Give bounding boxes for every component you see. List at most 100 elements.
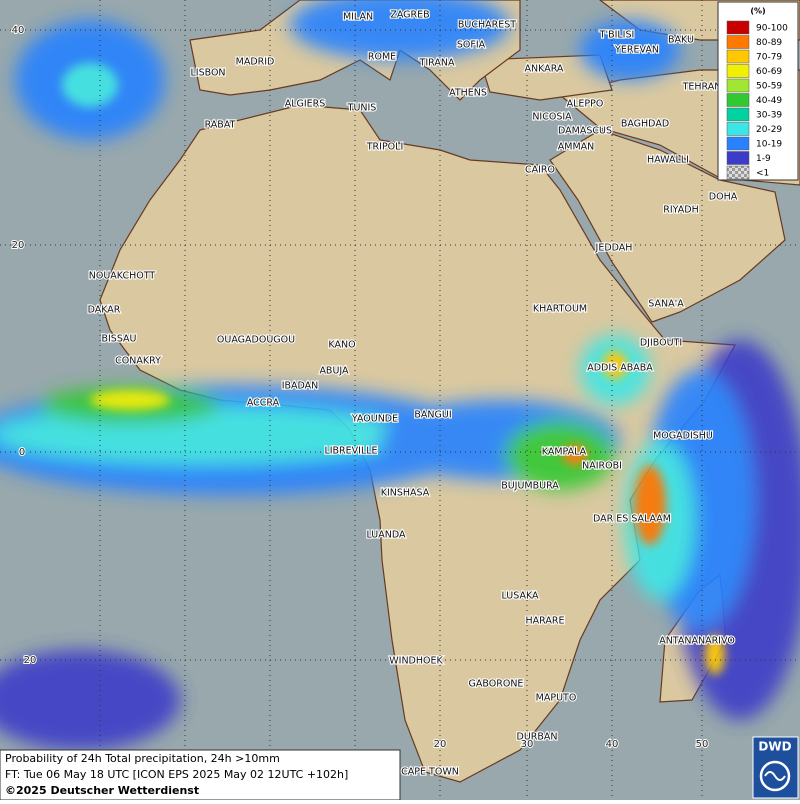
legend-label: 80-89 xyxy=(756,38,782,48)
turkey xyxy=(479,54,613,101)
city-label: BUJUMBURA xyxy=(501,481,559,492)
city-label: SOFIA xyxy=(457,40,486,51)
latitude-label: 0 xyxy=(19,447,25,458)
city-label: TUNIS xyxy=(347,103,377,114)
city-label: JEDDAH xyxy=(595,243,633,254)
legend-unit: (%) xyxy=(750,7,765,16)
city-label: BISSAU xyxy=(101,334,136,345)
legend-swatch xyxy=(726,136,750,151)
footer: Probability of 24h Total precipitation, … xyxy=(0,749,401,801)
city-label: CAPE TOWN xyxy=(401,767,459,778)
city-label: ABUJA xyxy=(319,366,349,377)
city-label: LUANDA xyxy=(366,530,406,541)
legend-swatch xyxy=(726,151,750,165)
legend-swatch xyxy=(726,165,750,180)
city-label: KHARTOUM xyxy=(533,304,587,315)
city-label: DURBAN xyxy=(517,732,558,743)
city-label: ANTANANARIVO xyxy=(659,636,735,647)
city-label: ATHENS xyxy=(449,88,487,99)
city-label: ADDIS ABABA xyxy=(587,363,653,374)
city-label: ZAGREB xyxy=(390,10,429,21)
legend-swatch xyxy=(726,122,750,136)
legend-swatch xyxy=(726,93,750,107)
city-label: LIBREVILLE xyxy=(324,446,377,457)
city-label: HAWALLI xyxy=(647,155,689,166)
city-label: RABAT xyxy=(205,120,236,131)
city-label: DAMASCUS xyxy=(558,126,612,137)
city-label: SANA'A xyxy=(648,299,684,310)
city-label: TRIPOLI xyxy=(366,142,404,153)
city-label: ALEPPO xyxy=(567,99,604,110)
city-label: KINSHASA xyxy=(381,488,430,499)
precipitation xyxy=(0,0,800,750)
legend-label: 30-39 xyxy=(756,111,782,121)
city-label: MAPUTO xyxy=(536,693,577,704)
city-label: KANO xyxy=(328,340,355,351)
labels: MILAN ZAGREB BUCHAREST T'BILISI BAKU MADRID RO… xyxy=(11,8,739,778)
legend-label: 70-79 xyxy=(756,53,782,63)
city-label: BANGUI xyxy=(414,410,451,421)
city-label: LUSAKA xyxy=(501,591,539,602)
legend-swatch xyxy=(726,20,750,35)
longitude-label: 40 xyxy=(606,739,619,750)
city-label: DAR ES SALAAM xyxy=(593,514,671,525)
city-label: TEHRAN xyxy=(682,82,722,93)
legend-swatch xyxy=(726,49,750,64)
legend-swatch xyxy=(726,35,750,49)
logo-icon xyxy=(759,760,791,792)
legend-label: 1-9 xyxy=(756,154,771,164)
legend-label: 50-59 xyxy=(756,82,782,92)
city-label: DOHA xyxy=(709,192,738,203)
city-label: HARARE xyxy=(526,616,565,627)
city-label: MOGADISHU xyxy=(653,431,713,442)
city-label: BUCHAREST xyxy=(458,20,516,31)
city-label: DJIBOUTI xyxy=(640,338,682,349)
city-label: KAMPALA xyxy=(542,447,587,458)
logo-box xyxy=(752,736,799,799)
city-label: CAIRO xyxy=(525,165,555,176)
city-label: ACCRA xyxy=(247,398,280,409)
city-label: ANKARA xyxy=(525,64,564,75)
city-label: MILAN xyxy=(343,12,373,23)
logo-text: DWD xyxy=(758,740,791,754)
logo-wave xyxy=(764,771,786,781)
legend-label: 90-100 xyxy=(756,24,788,34)
city-label: TIRANA xyxy=(419,58,455,69)
legend-label: 20-29 xyxy=(756,125,782,135)
arabia xyxy=(549,129,786,323)
city-label: RIYADH xyxy=(663,205,698,216)
city-label: YAOUNDE xyxy=(351,414,398,425)
city-label: ALGIERS xyxy=(285,99,326,110)
city-label: DAKAR xyxy=(88,305,121,316)
longitude-label: 30 xyxy=(521,739,534,750)
city-label: ROME xyxy=(368,52,396,63)
latitude-label: 40 xyxy=(12,25,25,36)
legend-label: 60-69 xyxy=(756,67,782,77)
city-label: OUAGADOUGOU xyxy=(217,335,295,346)
legend-swatch xyxy=(726,78,750,93)
copyright: ©2025 Deutscher Wetterdienst xyxy=(5,784,199,797)
legend-swatch xyxy=(726,64,750,78)
city-label: WINDHOEK xyxy=(389,656,443,667)
longitude-label: 50 xyxy=(696,739,709,750)
legend-label: 10-19 xyxy=(756,140,782,150)
city-label: LISBON xyxy=(190,68,225,79)
footer-line: Probability of 24h Total precipitation, … xyxy=(5,752,280,765)
city-label: YEREVAN xyxy=(614,45,659,56)
city-label: T'BILISI xyxy=(599,30,635,41)
city-label: IBADAN xyxy=(282,381,319,392)
city-label: CONAKRY xyxy=(115,356,161,367)
latitude-label: 20 xyxy=(24,655,37,666)
footer-line: FT: Tue 06 May 18 UTC [ICON EPS 2025 May… xyxy=(5,768,348,781)
legend: (%) 90-100 80-89 70-79 60-69 50-59 40-49 30-39… xyxy=(717,1,799,181)
legend-label: 40-49 xyxy=(756,96,782,106)
city-label: NAIROBI xyxy=(582,461,622,472)
city-label: NOUAKCHOTT xyxy=(89,271,156,282)
city-label: GABORONE xyxy=(469,679,524,690)
legend-swatch xyxy=(726,107,750,122)
city-label: AMMAN xyxy=(558,142,595,153)
city-label: BAKU xyxy=(668,35,694,46)
legend-label: <1 xyxy=(756,169,769,179)
